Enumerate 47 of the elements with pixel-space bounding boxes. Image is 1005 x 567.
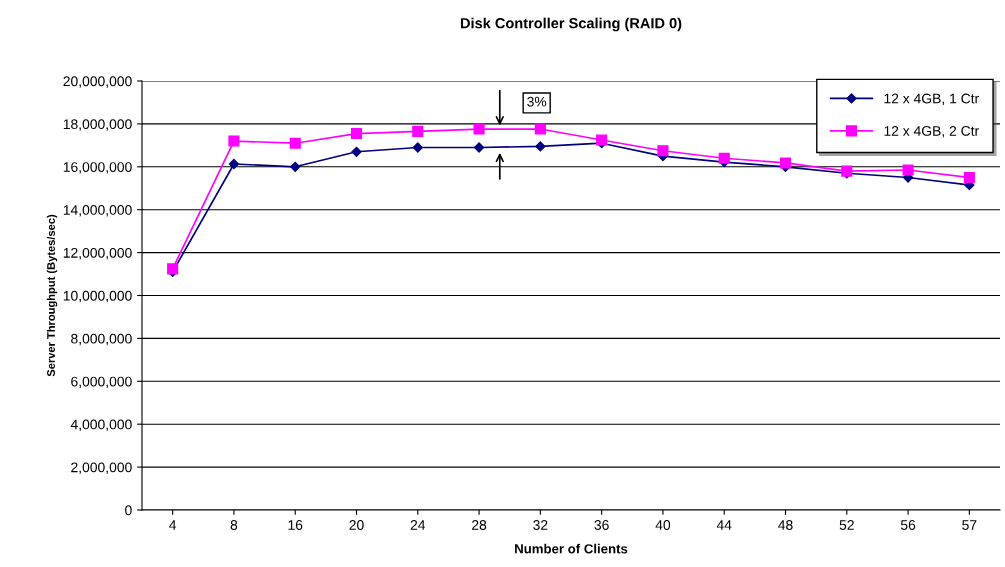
- x-tick-label: 56: [900, 520, 916, 530]
- y-tick-label: 10,000,000: [63, 290, 132, 303]
- y-tick-label: 18,000,000: [63, 119, 132, 131]
- x-tick-label: 57: [962, 520, 977, 530]
- y-tick-label: 16,000,000: [63, 162, 132, 174]
- y-tick-label: 6,000,000: [71, 376, 132, 389]
- annotation: 3%: [527, 96, 547, 107]
- x-tick-label: 16: [288, 520, 303, 530]
- point: [289, 137, 301, 149]
- point: [412, 125, 424, 137]
- point: [290, 161, 301, 172]
- x-tick-label: 20: [349, 520, 364, 530]
- x-tick-label: 36: [594, 520, 609, 530]
- point: [412, 142, 423, 153]
- legend-label: 12 x 4GB, 1 Ctr: [884, 93, 979, 106]
- point: [535, 141, 546, 152]
- y-tick-label: 0: [125, 505, 132, 516]
- y-tick-label: 2,000,000: [71, 462, 132, 474]
- point: [228, 135, 240, 147]
- x-tick-label: 40: [655, 520, 671, 530]
- x-tick-label: 52: [839, 520, 854, 530]
- y-tick-label: 20,000,000: [63, 76, 132, 88]
- y-tick-label: 4,000,000: [70, 419, 132, 432]
- x-tick-label: 4: [169, 520, 177, 530]
- x-axis-title: Number of Clients: [515, 543, 628, 554]
- point: [351, 146, 362, 157]
- x-tick-label: 8: [230, 520, 238, 530]
- point: [534, 123, 546, 135]
- x-tick-label: 48: [778, 520, 793, 530]
- y-tick-label: 12,000,000: [63, 247, 132, 260]
- x-tick-label: 24: [410, 520, 426, 530]
- point: [902, 164, 914, 176]
- y-tick-label: 14,000,000: [63, 205, 132, 217]
- legend-label: 12 x 4GB, 2 Ctr: [884, 126, 979, 138]
- x-tick-label: 32: [533, 520, 548, 530]
- point: [473, 123, 485, 135]
- point: [963, 171, 975, 184]
- x-tick-label: 44: [716, 520, 732, 530]
- y-tick-label: 8,000,000: [71, 333, 132, 346]
- point: [657, 145, 669, 157]
- point: [718, 152, 730, 164]
- chart-title: Disk Controller Scaling (RAID 0): [460, 17, 682, 32]
- point: [779, 157, 792, 169]
- y-axis-title: Server Throughput (Bytes/sec): [46, 214, 58, 377]
- x-tick-label: 28: [472, 520, 487, 530]
- point: [350, 127, 363, 140]
- point: [228, 158, 240, 170]
